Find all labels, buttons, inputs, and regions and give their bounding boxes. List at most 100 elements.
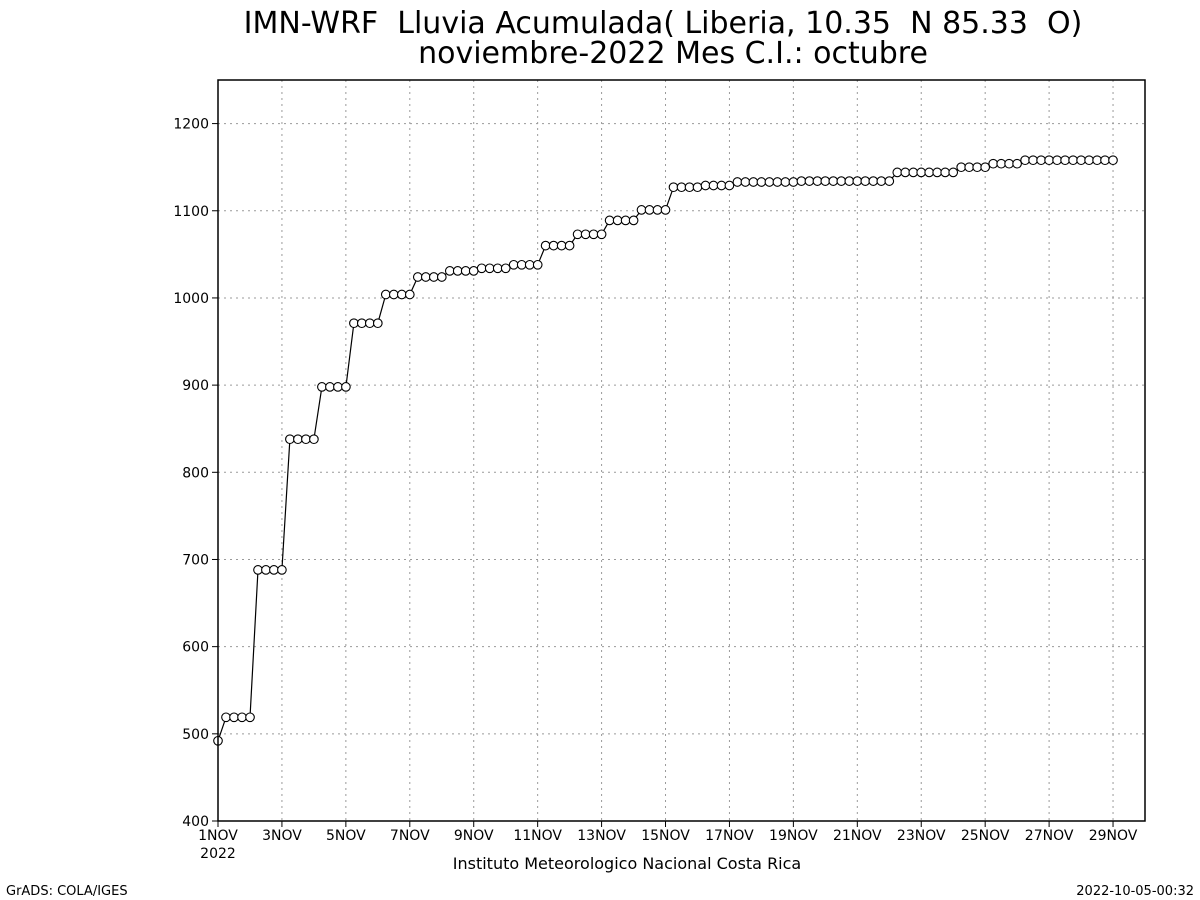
- data-point: [548, 240, 559, 251]
- data-point: [844, 176, 855, 186]
- data-point: [580, 229, 591, 240]
- data-point: [460, 266, 471, 276]
- data-point: [900, 167, 911, 178]
- data-point: [676, 182, 687, 193]
- data-point: [988, 158, 999, 169]
- data-point: [708, 180, 719, 191]
- data-point: [796, 176, 807, 186]
- data-point: [372, 318, 383, 329]
- x-tick-label: 17NOV: [705, 828, 754, 844]
- data-point: [1068, 155, 1078, 166]
- data-point: [636, 205, 647, 215]
- data-point: [588, 229, 599, 240]
- data-point: [333, 382, 343, 392]
- x-tick-year-label: 2022: [200, 846, 236, 862]
- data-point: [524, 259, 535, 270]
- y-tick-label: 500: [182, 727, 209, 743]
- data-point: [476, 263, 487, 274]
- data-point: [828, 176, 839, 186]
- x-tick-label: 9NOV: [454, 828, 494, 844]
- x-tick-label: 21NOV: [833, 828, 882, 844]
- chart-title-line2: noviembre-2022 Mes C.I.: octubre: [418, 36, 928, 71]
- y-tick-label: 1200: [173, 117, 209, 133]
- x-tick-label: 15NOV: [641, 828, 690, 844]
- data-point: [1100, 155, 1110, 166]
- series-line: [217, 159, 1113, 741]
- data-point: [884, 176, 895, 186]
- data-point: [436, 272, 447, 282]
- x-tick-label: 27NOV: [1025, 828, 1074, 844]
- x-tick-label: 23NOV: [897, 828, 946, 844]
- data-point: [812, 176, 823, 186]
- data-point: [748, 177, 759, 187]
- timestamp-footer: 2022-10-05-00:32: [1076, 884, 1194, 899]
- data-point: [540, 240, 551, 251]
- grid-lines: [218, 80, 1145, 821]
- data-point: [716, 180, 727, 191]
- data-point: [684, 182, 695, 193]
- data-point: [1060, 155, 1070, 166]
- data-point: [612, 215, 623, 226]
- x-tick-label: 19NOV: [769, 828, 818, 844]
- data-point: [364, 318, 375, 329]
- data-point: [325, 382, 335, 392]
- data-point: [620, 215, 631, 226]
- y-tick-label: 600: [182, 640, 209, 656]
- data-point: [668, 182, 679, 193]
- data-point: [341, 382, 351, 392]
- y-tick-label: 700: [182, 552, 209, 568]
- data-point: [516, 259, 527, 270]
- data-point: [916, 167, 927, 178]
- data-point: [412, 272, 423, 282]
- data-point: [596, 229, 607, 240]
- data-point: [924, 167, 935, 178]
- data-point: [508, 259, 519, 270]
- data-point: [740, 177, 751, 187]
- data-point: [1028, 155, 1038, 166]
- data-point: [564, 240, 575, 251]
- data-point: [1084, 155, 1094, 166]
- data-point: [1044, 155, 1054, 166]
- x-tick-label: 7NOV: [390, 828, 430, 844]
- institution-credit: Instituto Meteorologico Nacional Costa R…: [453, 854, 801, 873]
- data-point: [1036, 155, 1046, 166]
- data-point: [628, 215, 639, 226]
- data-point: [908, 167, 919, 178]
- x-tick-label: 3NOV: [262, 828, 302, 844]
- y-tick-label: 400: [182, 814, 209, 830]
- data-point: [317, 382, 327, 392]
- data-point: [876, 176, 887, 186]
- data-point: [484, 263, 495, 274]
- grads-footer: GrADS: COLA/IGES: [6, 884, 128, 899]
- data-point: [245, 712, 255, 723]
- data-point: [980, 162, 991, 173]
- chart-title-line1: IMN-WRF Lluvia Acumulada( Liberia, 10.35…: [244, 6, 1083, 41]
- data-point: [428, 272, 439, 282]
- data-point: [532, 259, 543, 270]
- data-point: [309, 434, 319, 445]
- y-tick-label: 1100: [173, 204, 209, 220]
- data-point: [293, 434, 303, 445]
- data-point: [692, 182, 703, 193]
- data-point: [892, 167, 903, 178]
- data-point: [868, 176, 879, 186]
- data-point: [756, 177, 767, 187]
- data-point: [1076, 155, 1086, 166]
- data-point: [556, 240, 567, 251]
- data-point: [804, 176, 815, 186]
- x-tick-label: 13NOV: [577, 828, 626, 844]
- data-point: [500, 263, 511, 274]
- axes: 400 500 600 700 800 900 1000 1100 1200 1NOV 3NOV 5N…: [173, 117, 1137, 862]
- data-point: [948, 167, 959, 178]
- data-point: [1004, 158, 1014, 169]
- data-point: [860, 176, 871, 186]
- data-point: [732, 177, 743, 187]
- data-point: [1012, 158, 1022, 169]
- data-point: [380, 289, 391, 300]
- data-point: [396, 289, 407, 300]
- data-point: [468, 266, 479, 276]
- data-point: [572, 229, 583, 240]
- plot-frame: [217, 79, 1146, 822]
- data-point: [269, 565, 279, 575]
